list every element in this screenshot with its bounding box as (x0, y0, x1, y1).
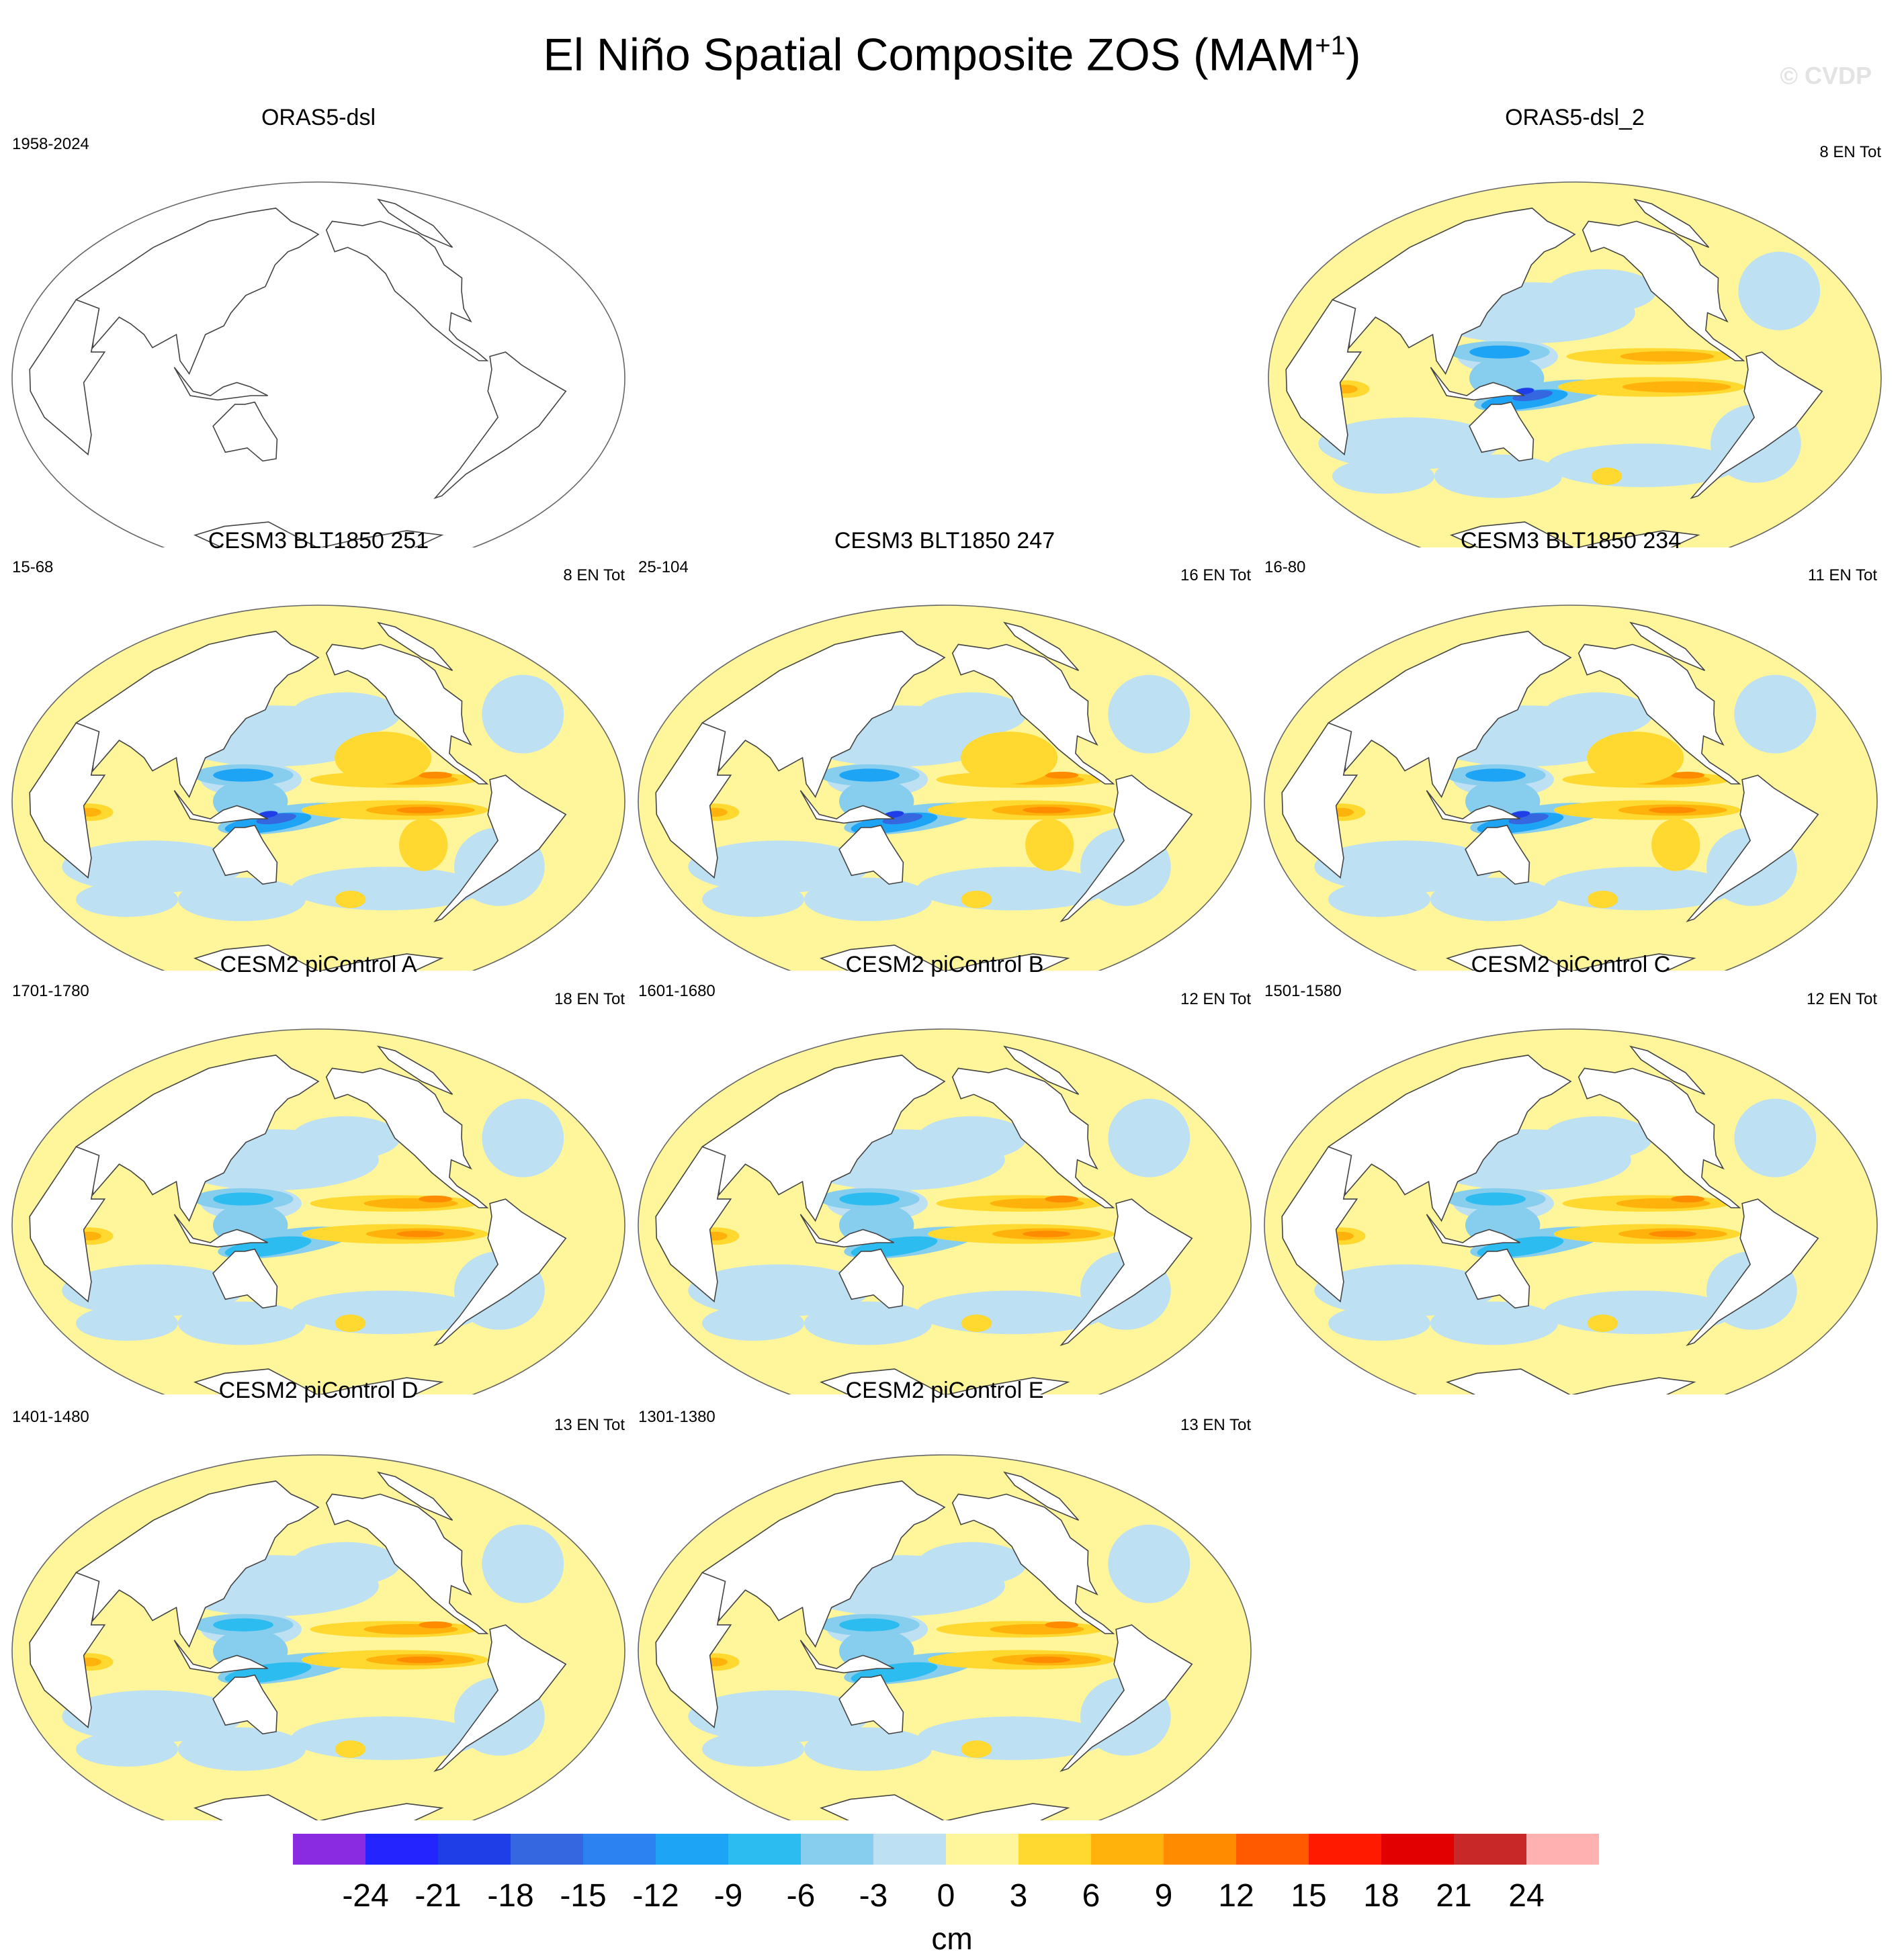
colorbar-swatch (293, 1834, 365, 1865)
map-plot (11, 1454, 625, 1820)
colorbar-label: -24 (342, 1878, 388, 1914)
map-panel: CESM2 piControl D 1401-1480 13 EN Tot (9, 1377, 628, 1820)
panel-event-count: 12 EN Tot (1180, 990, 1251, 1008)
colorbar-label: 0 (937, 1878, 955, 1914)
map-plot (11, 1028, 625, 1394)
map-plot (1268, 181, 1882, 547)
colorbar-unit: cm (931, 1921, 973, 1956)
panel-event-count: 18 EN Tot (554, 990, 625, 1008)
panel-period: 25-104 (638, 558, 689, 576)
colorbar-label: 15 (1291, 1878, 1326, 1914)
map-panel: CESM2 piControl C 1501-1580 12 EN Tot (1262, 951, 1880, 1394)
panel-period: 1301-1380 (638, 1408, 716, 1426)
colorbar-label: 24 (1508, 1878, 1544, 1914)
panel-event-count: 11 EN Tot (1807, 566, 1877, 584)
panel-title: CESM3 BLT1850 234 (1460, 528, 1682, 553)
colorbar-swatch (1381, 1834, 1454, 1865)
panel-title: CESM2 piControl A (220, 952, 417, 977)
panel-title: CESM2 piControl D (218, 1378, 419, 1403)
panel-period: 1701-1780 (12, 982, 89, 1000)
map-plot (638, 1454, 1252, 1820)
panel-event-count: 16 EN Tot (1180, 566, 1251, 584)
panel-event-count: 12 EN Tot (1807, 990, 1877, 1008)
title-close: ) (1345, 29, 1361, 81)
panel-period: 1958-2024 (12, 135, 89, 153)
colorbar-swatch (365, 1834, 438, 1865)
panel-period: 15-68 (12, 558, 54, 576)
figure-title: El Niño Spatial Composite ZOS (MAM+1) (0, 19, 1904, 82)
colorbar-label: -15 (560, 1878, 606, 1914)
panel-title: ORAS5-dsl_2 (1505, 105, 1645, 130)
panel-title: ORAS5-dsl (261, 105, 376, 130)
colorbar-swatch (1309, 1834, 1381, 1865)
colorbar-swatch (801, 1834, 873, 1865)
colorbar-label: 18 (1363, 1878, 1399, 1914)
map-plot (1264, 1028, 1878, 1394)
colorbar: -24 -21 -18 -15 -12 -9 -6 -3 0 3 6 9 12 15 18 21 24 (293, 1834, 1599, 1914)
panel-event-count: 8 EN Tot (1819, 143, 1881, 161)
panel-title: CESM2 piControl B (845, 952, 1044, 977)
map-plot (11, 181, 625, 547)
title-text: El Niño Spatial Composite ZOS (MAM (543, 29, 1315, 81)
panel-event-count: 13 EN Tot (554, 1416, 625, 1434)
colorbar-swatch (728, 1834, 801, 1865)
colorbar-swatch (1091, 1834, 1164, 1865)
panel-title: CESM2 piControl C (1471, 952, 1671, 977)
panel-event-count: 8 EN Tot (563, 566, 625, 584)
map-panel: CESM3 BLT1850 247 25-104 16 EN Tot (636, 527, 1254, 971)
colorbar-swatch (511, 1834, 583, 1865)
map-panel: CESM3 BLT1850 251 15-68 8 EN Tot (9, 527, 628, 971)
panel-title: CESM2 piControl E (845, 1378, 1044, 1403)
colorbar-swatch (946, 1834, 1019, 1865)
colorbar-swatch (1236, 1834, 1309, 1865)
panel-period: 1401-1480 (12, 1408, 89, 1426)
colorbar-swatch (1019, 1834, 1091, 1865)
panel-period: 16-80 (1264, 558, 1306, 576)
map-plot (1264, 605, 1878, 971)
colorbar-swatch (1454, 1834, 1526, 1865)
colorbar-label: 3 (1010, 1878, 1028, 1914)
colorbar-swatch (438, 1834, 511, 1865)
colorbar-label: 6 (1082, 1878, 1100, 1914)
colorbar-label: -12 (632, 1878, 679, 1914)
colorbar-swatch (1164, 1834, 1236, 1865)
map-plot (638, 605, 1252, 971)
map-panel: CESM2 piControl A 1701-1780 18 EN Tot (9, 951, 628, 1394)
panel-title: CESM3 BLT1850 251 (208, 528, 429, 553)
panel-title: CESM3 BLT1850 247 (834, 528, 1055, 553)
panel-event-count: 13 EN Tot (1180, 1416, 1251, 1434)
map-panel: CESM3 BLT1850 234 16-80 11 EN Tot (1262, 527, 1880, 971)
colorbar-label: 9 (1155, 1878, 1173, 1914)
map-panel: ORAS5-dsl 1958-2024 (9, 104, 628, 547)
panel-period: 1601-1680 (638, 982, 716, 1000)
map-plot (638, 1028, 1252, 1394)
colorbar-label: -3 (859, 1878, 888, 1914)
colorbar-label: 21 (1436, 1878, 1471, 1914)
map-plot (11, 605, 625, 971)
colorbar-swatch (583, 1834, 656, 1865)
map-panel: ORAS5-dsl_2 8 EN Tot (1266, 104, 1884, 547)
map-panel: CESM2 piControl B 1601-1680 12 EN Tot (636, 951, 1254, 1394)
colorbar-swatch (1526, 1834, 1599, 1865)
colorbar-label: -9 (714, 1878, 743, 1914)
title-superscript: +1 (1315, 31, 1346, 60)
colorbar-label: -21 (415, 1878, 461, 1914)
colorbar-label: -6 (787, 1878, 816, 1914)
colorbar-label: -18 (487, 1878, 533, 1914)
colorbar-swatch (873, 1834, 946, 1865)
panel-period: 1501-1580 (1264, 982, 1342, 1000)
colorbar-label: 12 (1218, 1878, 1254, 1914)
colorbar-swatch (656, 1834, 728, 1865)
map-panel: CESM2 piControl E 1301-1380 13 EN Tot (636, 1377, 1254, 1820)
cvdp-watermark: © CVDP (1780, 62, 1872, 89)
